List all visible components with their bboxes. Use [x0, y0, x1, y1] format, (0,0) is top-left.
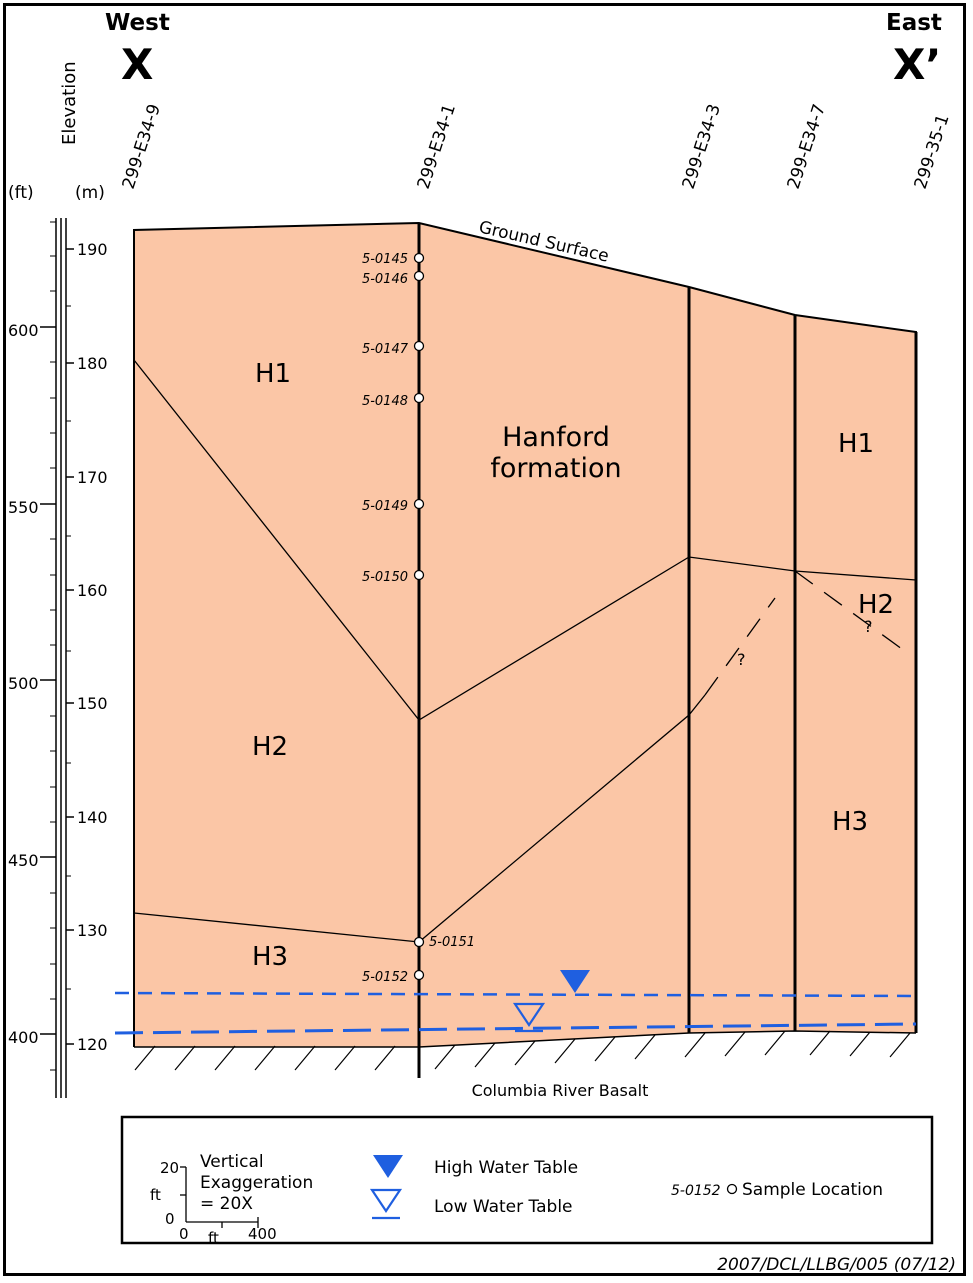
sample-point-0145 [413, 252, 425, 264]
basalt-hatching [134, 1030, 911, 1071]
elevation-label: Elevation [59, 61, 80, 145]
sample-label-0151: 5-0151 [429, 935, 475, 950]
m-tick-180: 180 [77, 354, 108, 373]
figure-id: 2007/DCL/LLBG/005 (07/12) [717, 1255, 956, 1275]
basalt-label: Columbia River Basalt [472, 1081, 649, 1100]
legend-vertical-3: = 20X [200, 1194, 253, 1214]
sample-points [413, 252, 425, 981]
sample-label-0152: 5-0152 [362, 970, 408, 985]
sample-point-0148 [413, 392, 425, 404]
legend-scale-400: 400 [248, 1225, 277, 1243]
unit-label-h2-right: H2 [858, 590, 894, 620]
sample-label-0147: 5-0147 [362, 342, 409, 357]
legend-vertical-2: Exaggeration [200, 1173, 313, 1193]
well-name-w2: 299-E34-1 [414, 102, 460, 192]
sample-label-0149: 5-0149 [362, 499, 408, 514]
west-marker: X [121, 40, 153, 89]
unit-label-hanford: Hanford [502, 422, 610, 453]
sample-point-0151 [413, 936, 425, 948]
unit-label-formation: formation [490, 453, 621, 484]
east-label: East [886, 10, 942, 36]
sample-point-0152 [413, 969, 425, 981]
unit-m-label: (m) [75, 183, 105, 203]
question-mark-2: ? [864, 617, 873, 636]
sample-point-0150 [413, 569, 425, 581]
sample-point-0147 [413, 340, 425, 352]
legend-low-water-label: Low Water Table [434, 1197, 573, 1217]
m-tick-170: 170 [77, 468, 108, 487]
west-label: West [105, 10, 170, 36]
m-tick-130: 130 [77, 921, 108, 940]
legend-sample-label: Sample Location [742, 1180, 883, 1200]
unit-label-h1-right: H1 [838, 429, 874, 459]
unit-label-h3-right: H3 [832, 807, 868, 837]
legend-vertical-1: Vertical [200, 1152, 264, 1172]
sample-label-0148: 5-0148 [362, 394, 408, 409]
unit-ft-label: (ft) [8, 183, 34, 203]
legend-scale-0-h: 0 [179, 1225, 189, 1243]
unit-label-h2-left: H2 [252, 732, 288, 762]
high-water-table-icon [560, 970, 590, 993]
legend-low-water-icon [369, 1188, 403, 1213]
legend-scale-ft-v: ft [150, 1186, 161, 1204]
well-name-w5: 299-35-1 [911, 112, 954, 192]
ft-tick-550: 550 [8, 498, 39, 517]
contact-inferred-1 [704, 597, 776, 696]
unit-label-h1-left: H1 [255, 359, 291, 389]
sample-label-0146: 5-0146 [362, 272, 408, 287]
legend-scale-0-v: 0 [165, 1210, 175, 1228]
unit-label-h3-left: H3 [252, 942, 288, 972]
m-tick-140: 140 [77, 808, 108, 827]
well-name-w1: 299-E34-9 [119, 102, 165, 192]
legend-high-water-icon [373, 1155, 403, 1178]
well-name-w4: 299-E34-7 [784, 102, 830, 192]
legend-sample-icon [726, 1183, 738, 1195]
legend-high-water-label: High Water Table [434, 1158, 578, 1178]
legend-scale-20: 20 [160, 1159, 179, 1177]
low-water-table-line [114, 1022, 917, 1035]
contact-inferred-2 [794, 570, 907, 653]
elevation-scale-minor-ticks [50, 221, 71, 1071]
sample-point-0146 [413, 270, 425, 282]
sample-point-0149 [413, 498, 425, 510]
sample-label-0150: 5-0150 [362, 570, 408, 585]
ft-tick-600: 600 [8, 321, 39, 340]
ft-tick-500: 500 [8, 674, 39, 693]
sample-label-0145: 5-0145 [362, 252, 408, 267]
legend-scale-ft-h: ft [208, 1229, 219, 1247]
contact-h2-h3-left [133, 912, 420, 943]
m-tick-150: 150 [77, 694, 108, 713]
m-tick-160: 160 [77, 581, 108, 600]
formation-body [134, 223, 916, 1047]
elevation-scale-major-ticks [40, 248, 74, 1045]
question-mark-1: ? [737, 650, 746, 669]
m-tick-190: 190 [77, 240, 108, 259]
ft-tick-450: 450 [8, 851, 39, 870]
high-water-table-line [114, 991, 917, 998]
legend-sample-id: 5-0152 [671, 1183, 721, 1199]
east-marker: X’ [893, 40, 941, 89]
well-name-w3: 299-E34-3 [679, 102, 725, 192]
low-water-table-icon [512, 1002, 546, 1027]
ft-tick-400: 400 [8, 1028, 39, 1047]
m-tick-120: 120 [77, 1035, 108, 1054]
